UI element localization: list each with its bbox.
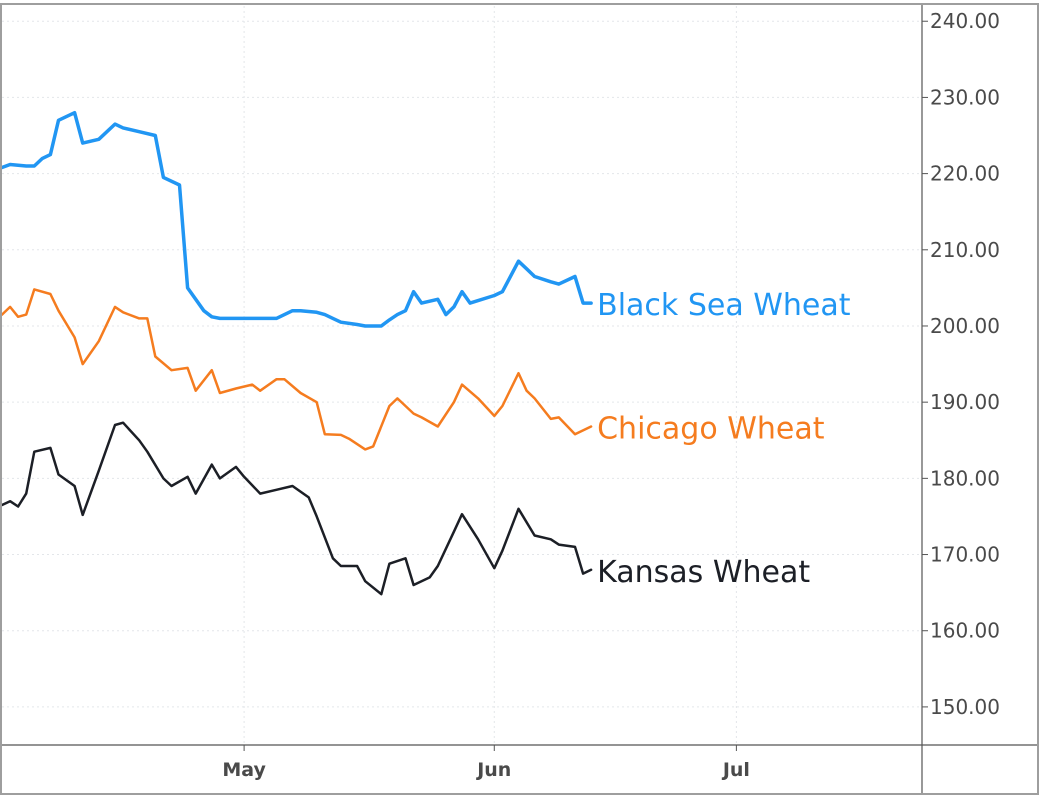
chart-border — [0, 3, 1039, 795]
y-tick-label: 160.00 — [930, 619, 1000, 643]
grid — [2, 6, 922, 745]
y-tick-label: 170.00 — [930, 543, 1000, 567]
x-tick-label: Jun — [475, 759, 511, 781]
y-tick-label: 190.00 — [930, 390, 1000, 414]
series-layer — [0, 110, 593, 596]
y-tick-label: 180.00 — [930, 466, 1000, 490]
series-line-black-sea-wheat — [0, 110, 593, 328]
x-tick-label: May — [222, 759, 266, 781]
series-label-chicago-wheat: Chicago Wheat — [597, 412, 825, 447]
series-label-kansas-wheat: Kansas Wheat — [597, 555, 810, 590]
y-tick-label: 240.00 — [930, 9, 1000, 33]
y-tick-label: 210.00 — [930, 238, 1000, 262]
y-tick-label: 220.00 — [930, 162, 1000, 186]
y-tick-label: 230.00 — [930, 85, 1000, 109]
y-tick-label: 200.00 — [930, 314, 1000, 338]
x-tick-label: Jul — [721, 759, 750, 781]
y-tick-label: 150.00 — [930, 695, 1000, 719]
series-line-kansas-wheat — [0, 421, 593, 596]
series-line-chicago-wheat — [0, 288, 593, 451]
series-label-black-sea-wheat: Black Sea Wheat — [597, 288, 851, 323]
axes: 150.00 160.00 170.00 180.00 190.00 200.00 210.… — [1, 5, 1038, 794]
series-labels: Black Sea Wheat Chicago Wheat Kansas Wheat — [597, 288, 851, 590]
